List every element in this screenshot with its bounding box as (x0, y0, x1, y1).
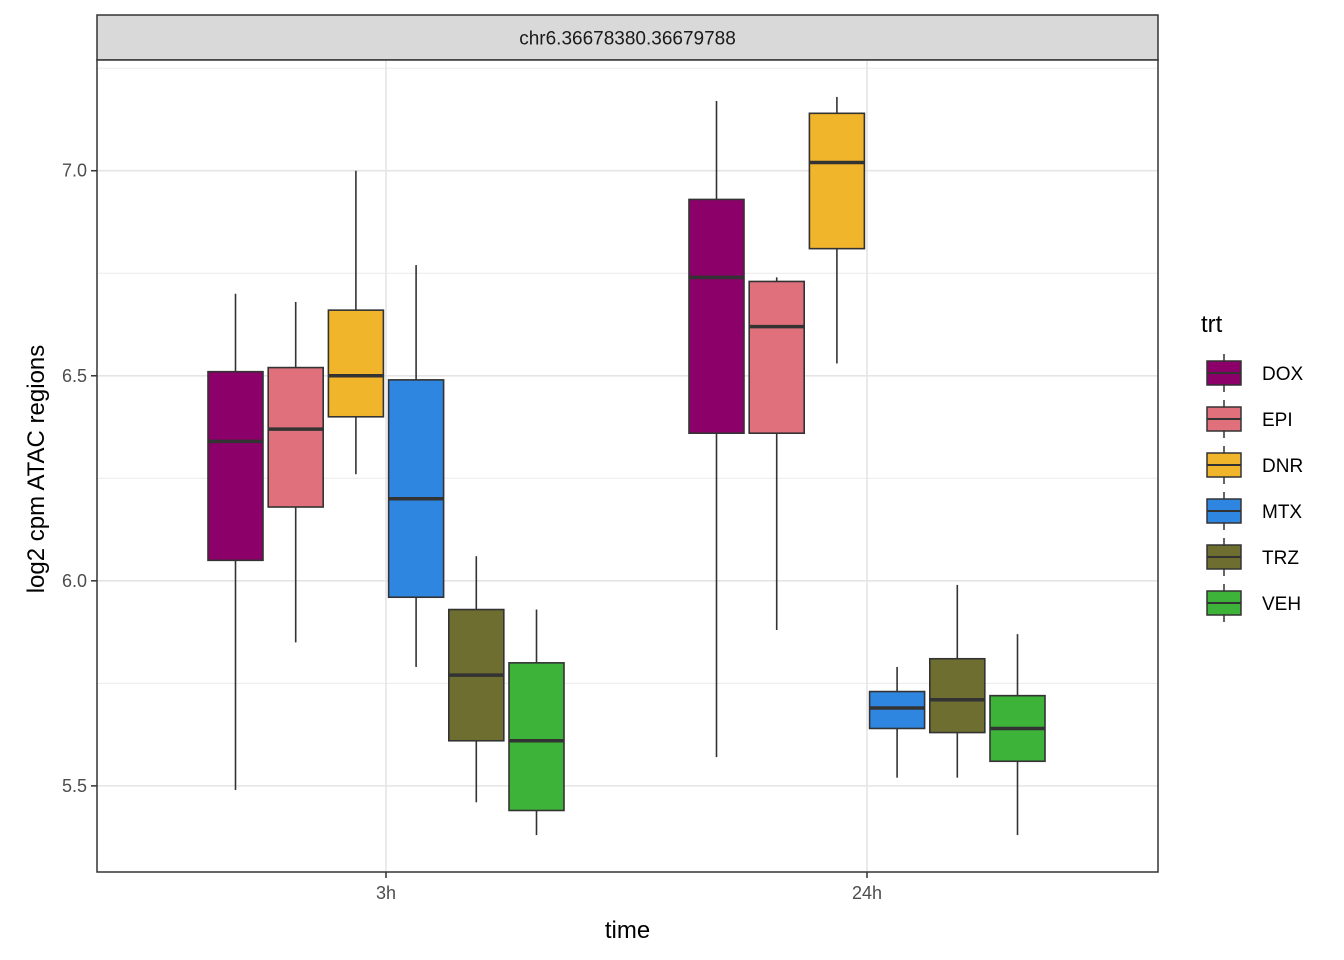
box-body (508, 662, 565, 812)
legend-label: DNR (1262, 456, 1303, 477)
y-axis-title: log2 cpm ATAC regions (23, 345, 50, 594)
x-axis-title: time (605, 917, 650, 944)
box-epi-24h (748, 277, 806, 631)
box-body (207, 370, 264, 562)
box-epi-3h (267, 301, 325, 643)
box-body (688, 198, 745, 434)
box-mtx-24h (868, 666, 926, 778)
legend-label: MTX (1262, 502, 1302, 523)
panel-border (96, 59, 1159, 873)
box-dnr-3h (327, 170, 385, 475)
box-body (748, 280, 806, 434)
legend-item-mtx: MTX (1206, 492, 1302, 530)
box-body (327, 309, 385, 418)
box-body (808, 112, 866, 250)
legend-label: VEH (1262, 594, 1301, 615)
box-mtx-3h (387, 265, 445, 667)
box-trz-3h (447, 556, 505, 803)
x-tick-label: 3h (376, 883, 396, 903)
legend-title: trt (1201, 311, 1223, 338)
boxes-layer (207, 96, 1046, 836)
y-tick-label: 6.0 (62, 571, 87, 591)
legend-item-trz: TRZ (1206, 538, 1299, 576)
box-veh-3h (508, 609, 565, 836)
legend-item-epi: EPI (1206, 400, 1293, 438)
box-dox-3h (207, 293, 264, 790)
x-tick-label: 24h (852, 883, 882, 903)
box-body (928, 657, 986, 734)
axes: 5.5 6.0 6.5 7.0 3h 24h (62, 161, 882, 903)
facet-strip: chr6.36678380.36679788 (96, 14, 1159, 61)
box-body (387, 379, 445, 599)
facet-strip-background (96, 14, 1159, 61)
legend: trt DOX EPI DNR MTX TRZ VEH (1201, 311, 1304, 622)
box-dnr-24h (808, 96, 866, 364)
box-body (267, 366, 325, 508)
facet-title: chr6.36678380.36679788 (519, 29, 736, 50)
y-tick-label: 6.5 (62, 366, 87, 386)
box-trz-24h (928, 584, 986, 778)
legend-item-dnr: DNR (1206, 446, 1303, 484)
box-dox-24h (688, 101, 745, 758)
legend-item-dox: DOX (1206, 354, 1304, 392)
legend-label: TRZ (1262, 548, 1299, 569)
box-body (868, 690, 926, 730)
y-tick-label: 7.0 (62, 161, 87, 181)
legend-label: DOX (1262, 364, 1304, 385)
legend-item-veh: VEH (1206, 584, 1301, 622)
y-tick-label: 5.5 (62, 776, 87, 796)
legend-label: EPI (1262, 410, 1293, 431)
box-veh-24h (989, 634, 1046, 836)
